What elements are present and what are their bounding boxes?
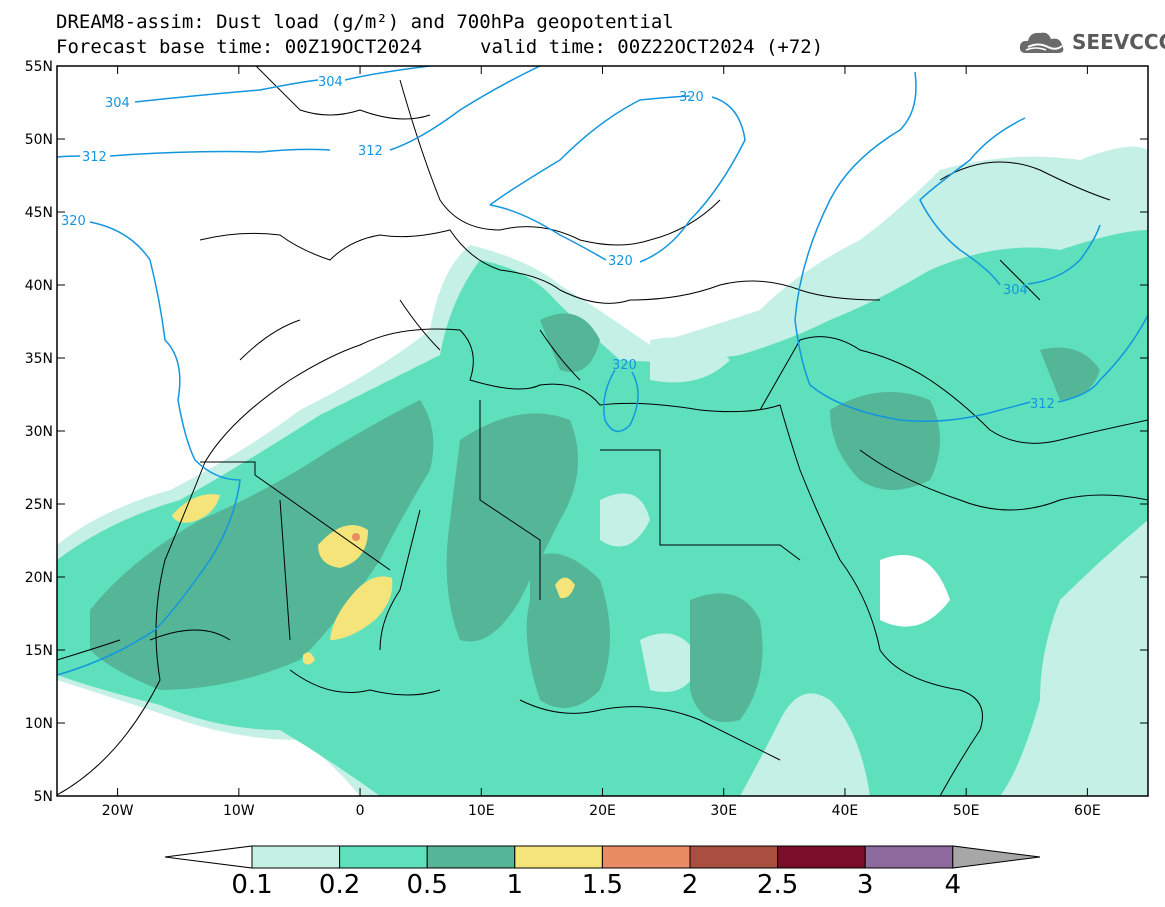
lat-tick-label: 40N [25,278,53,294]
lon-tick-label: 20W [102,803,134,819]
seevccc-logo: SEEVCCC [1018,26,1165,58]
forecast-base-time: Forecast base time: 00Z19OCT2024 [56,36,423,58]
contour-label: 320 [612,358,637,373]
dust-level-1.5 [352,533,360,541]
lat-tick-label: 20N [25,570,53,586]
colorbar-segment [251,845,341,869]
colorbar-segment [777,845,866,869]
contour-labels: 304 304 312 312 320 320 320 320 304 312 [61,75,1055,412]
contour-label: 320 [608,254,633,269]
colorbar-segment [426,845,516,869]
contour-label: 312 [82,150,107,165]
contour-label: 304 [318,75,343,90]
dust-level-0.5 [90,400,434,690]
colorbar-label: 2.5 [757,870,798,900]
lon-tick-label: 50E [953,803,980,819]
lat-tick-label: 30N [25,424,53,440]
lat-tick-label: 15N [25,643,53,659]
contour-label: 304 [1003,283,1028,298]
lon-tick-label: 0 [356,803,365,819]
colorbar-over-arrow [952,845,1041,869]
contour-label: 320 [679,90,704,105]
colorbar-label: 3 [857,870,874,900]
contour-label: 304 [105,96,130,111]
lat-tick-label: 55N [25,59,53,75]
lon-tick-label: 60E [1074,803,1101,819]
colorbar-label: 0.5 [407,870,448,900]
lat-tick-label: 25N [25,497,53,513]
lon-tick-label: 10E [468,803,495,819]
colorbar-segment [601,845,691,869]
colorbar-segment [864,845,954,869]
colorbar-label: 0.1 [231,870,272,900]
lon-tick-label: 20E [589,803,616,819]
colorbar-under-arrow [164,845,253,869]
colorbar-label: 2 [682,870,699,900]
lat-tick-label: 50N [25,132,53,148]
lat-tick-label: 5N [34,789,53,805]
colorbar-label: 1.5 [582,870,623,900]
dust-field [57,66,1148,796]
coastlines [57,66,1148,796]
lat-tick-label: 35N [25,351,53,367]
logo-text: SEEVCCC [1072,30,1165,54]
map-title: DREAM8-assim: Dust load (g/m²) and 700hP… [56,11,674,33]
lon-tick-label: 30E [710,803,737,819]
colorbar-segment [339,845,428,869]
valid-time: valid time: 00Z22OCT2024 (+72) [480,36,824,58]
colorbar-label: 4 [945,870,962,900]
colorbar-label: 0.2 [319,870,360,900]
longitude-axis: 20W 10W 0 10E 20E 30E 40E 50E 60E [102,66,1101,819]
lon-tick-label: 10W [223,803,255,819]
colorbar-label: 1 [507,870,524,900]
lon-tick-label: 40E [832,803,859,819]
colorbar: 0.1 0.2 0.5 1 1.5 2 2.5 3 4 [164,845,1041,900]
lat-tick-label: 45N [25,205,53,221]
colorbar-segment [514,845,603,869]
contour-label: 312 [1030,397,1055,412]
cloud-icon [1019,32,1064,53]
contour-label: 320 [61,214,86,229]
latitude-axis: 55N 50N 45N 40N 35N 30N 25N 20N 15N 10N 5N [25,59,1148,805]
colorbar-segment [689,845,779,869]
geopotential-contours [57,66,1148,676]
lat-tick-label: 10N [25,716,53,732]
contour-label: 312 [358,144,383,159]
